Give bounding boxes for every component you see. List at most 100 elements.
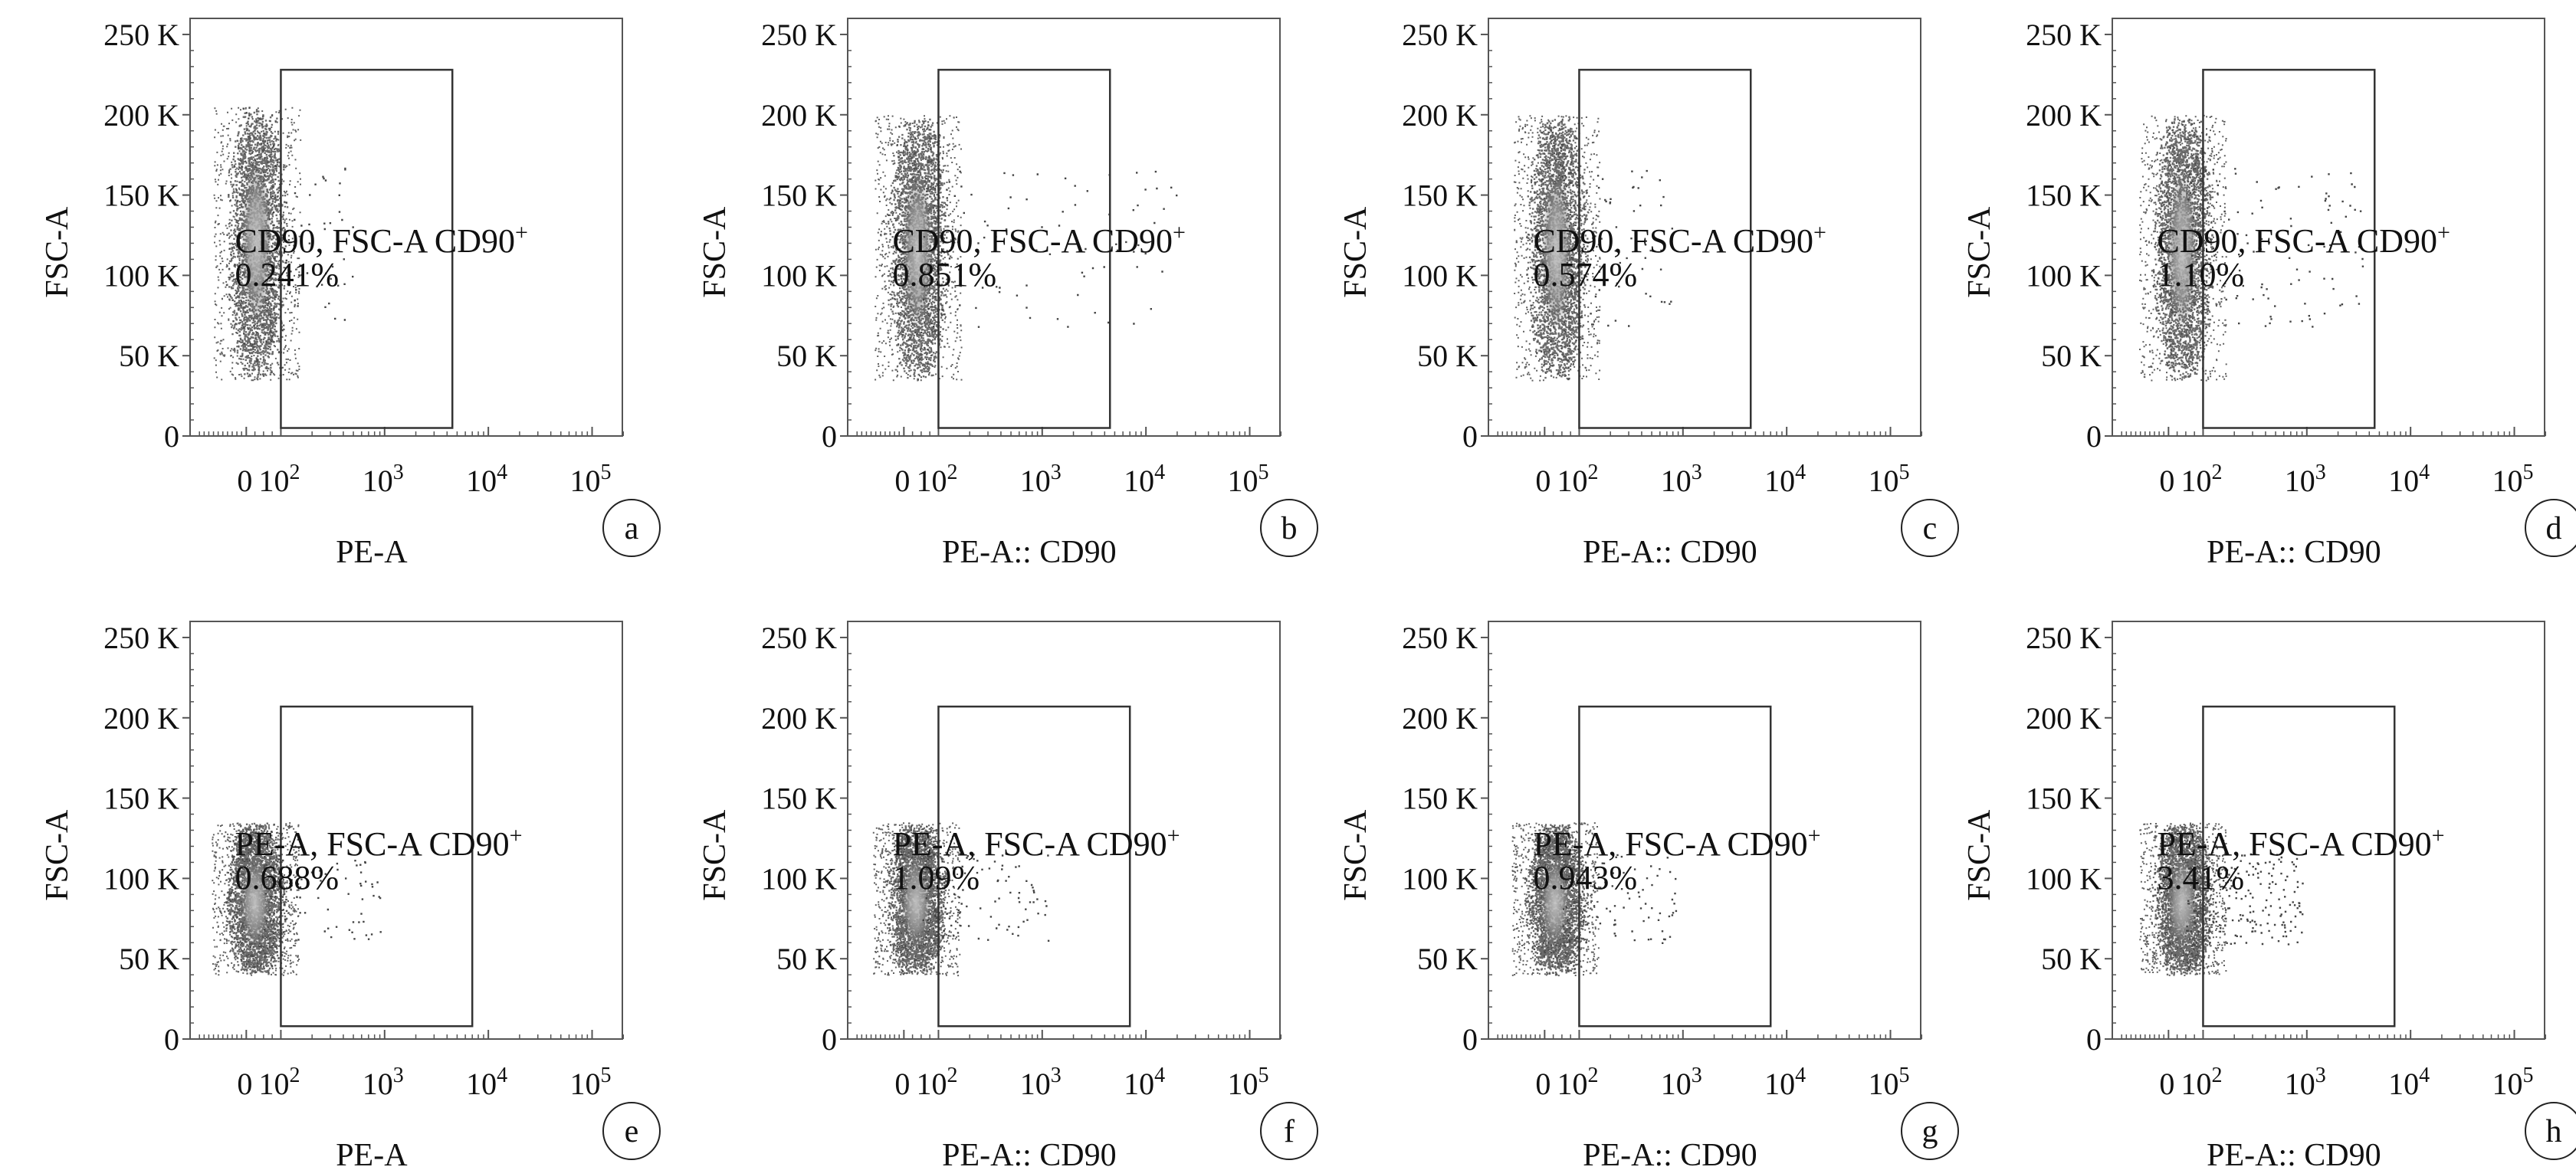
y-tick-label: 150 K <box>103 782 179 816</box>
x-tick-base: 10 <box>363 1067 393 1101</box>
x-axis-label: PE-A:: CD90 <box>1583 535 1757 570</box>
x-tick-exponent: 4 <box>1154 461 1165 484</box>
gate-percent: 1.10% <box>2157 256 2244 293</box>
y-tick-label: 100 K <box>2026 861 2102 896</box>
density-core <box>239 857 271 949</box>
x-tick-exponent: 5 <box>2523 1064 2534 1087</box>
density-core <box>2167 857 2198 949</box>
x-tick-label: 102 <box>916 461 957 498</box>
x-tick-base: 0 <box>1535 1067 1551 1101</box>
x-tick-exponent: 3 <box>1051 1064 1062 1087</box>
gate-percent: 0.241% <box>235 256 339 293</box>
y-tick-label: 200 K <box>2026 701 2102 736</box>
x-axis-label: PE-A:: CD90 <box>2207 1138 2381 1167</box>
density-core <box>241 161 272 326</box>
x-tick-exponent: 3 <box>1051 461 1062 484</box>
y-tick-label: 100 K <box>103 861 179 896</box>
x-tick-label: 105 <box>1228 1064 1269 1101</box>
x-tick-label: 0 <box>237 464 252 498</box>
panel-letter-circle <box>1260 499 1318 557</box>
x-tick-base: 10 <box>1228 1067 1258 1101</box>
x-tick-exponent: 5 <box>601 1064 612 1087</box>
gate-label: PE-A, FSC-A CD90+ <box>235 823 522 863</box>
y-tick-label: 0 <box>164 419 179 454</box>
x-tick-base: 10 <box>2285 464 2315 498</box>
gate-superscript: + <box>515 220 528 245</box>
x-tick-label: 0 <box>1535 464 1551 498</box>
x-tick-exponent: 5 <box>1258 1064 1269 1087</box>
x-tick-label: 0 <box>2159 1067 2174 1101</box>
y-tick-label: 50 K <box>119 942 179 976</box>
x-axis-label: PE-A:: CD90 <box>1583 1138 1757 1167</box>
x-tick-exponent: 2 <box>2211 1064 2222 1087</box>
x-tick-exponent: 4 <box>2419 461 2430 484</box>
panel-letter-circle <box>2525 1102 2576 1160</box>
panel-letter-circle <box>1260 1102 1318 1160</box>
x-tick-label: 104 <box>1764 1064 1806 1101</box>
y-tick-label: 200 K <box>1402 701 1478 736</box>
x-tick-base: 10 <box>2181 464 2211 498</box>
x-tick-label: 105 <box>1869 1064 1910 1101</box>
x-axis-label: PE-A:: CD90 <box>942 1138 1117 1167</box>
x-tick-exponent: 4 <box>1795 1064 1806 1087</box>
y-tick-label: 100 K <box>1402 861 1478 896</box>
y-tick-label: 200 K <box>103 98 179 133</box>
gate-label: PE-A, FSC-A CD90+ <box>1533 823 1820 863</box>
x-tick-exponent: 4 <box>2419 1064 2430 1087</box>
halo-population <box>213 107 302 382</box>
x-tick-base: 10 <box>2181 1067 2211 1101</box>
x-tick-label: 105 <box>1228 461 1269 498</box>
gate-superscript: + <box>1813 220 1826 245</box>
y-tick-label: 250 K <box>103 18 179 52</box>
x-tick-base: 10 <box>363 464 393 498</box>
panel-letter-circle <box>2525 499 2576 557</box>
x-tick-exponent: 5 <box>1899 1064 1910 1087</box>
x-tick-exponent: 5 <box>601 461 612 484</box>
x-tick-base: 0 <box>237 1067 252 1101</box>
x-tick-exponent: 4 <box>497 461 507 484</box>
x-tick-exponent: 3 <box>393 1064 404 1087</box>
x-tick-base: 10 <box>2388 1067 2419 1101</box>
gate-label: CD90, FSC-A CD90+ <box>235 220 527 260</box>
gate-superscript: + <box>1808 823 1821 848</box>
x-tick-label: 102 <box>258 1064 300 1101</box>
y-tick-label: 50 K <box>1417 339 1478 373</box>
gate-rectangle <box>280 705 474 1028</box>
x-tick-label: 104 <box>466 461 507 498</box>
y-tick-label: 250 K <box>1402 621 1478 655</box>
gate-rectangle <box>937 68 1111 429</box>
y-tick-label: 200 K <box>2026 98 2102 133</box>
x-tick-base: 10 <box>1020 464 1051 498</box>
y-tick-label: 50 K <box>776 339 837 373</box>
y-tick-label: 100 K <box>2026 258 2102 293</box>
gate-label: CD90, FSC-A CD90+ <box>892 220 1185 260</box>
x-tick-exponent: 2 <box>947 1064 957 1087</box>
y-tick-label: 250 K <box>761 18 837 52</box>
event-dots-g <box>1511 822 1678 977</box>
y-tick-label: 100 K <box>1402 258 1478 293</box>
gate-superscript: + <box>1173 220 1186 245</box>
y-axis-label: FSC-A <box>697 206 733 298</box>
y-tick-label: 100 K <box>103 258 179 293</box>
y-tick-label: 150 K <box>2026 782 2102 816</box>
halo-population <box>1513 115 1601 382</box>
y-axis-label: FSC-A <box>1338 206 1373 298</box>
event-dots-e <box>212 822 382 976</box>
density-core <box>2167 172 2198 331</box>
y-tick-label: 0 <box>1462 419 1478 454</box>
x-tick-exponent: 4 <box>1795 461 1806 484</box>
x-tick-label: 103 <box>363 461 404 498</box>
y-tick-label: 50 K <box>2041 339 2102 373</box>
x-tick-exponent: 3 <box>1692 1064 1702 1087</box>
y-tick-label: 150 K <box>2026 179 2102 213</box>
y-tick-label: 200 K <box>761 98 837 133</box>
y-tick-label: 50 K <box>1417 942 1478 976</box>
x-tick-label: 0 <box>2159 464 2174 498</box>
